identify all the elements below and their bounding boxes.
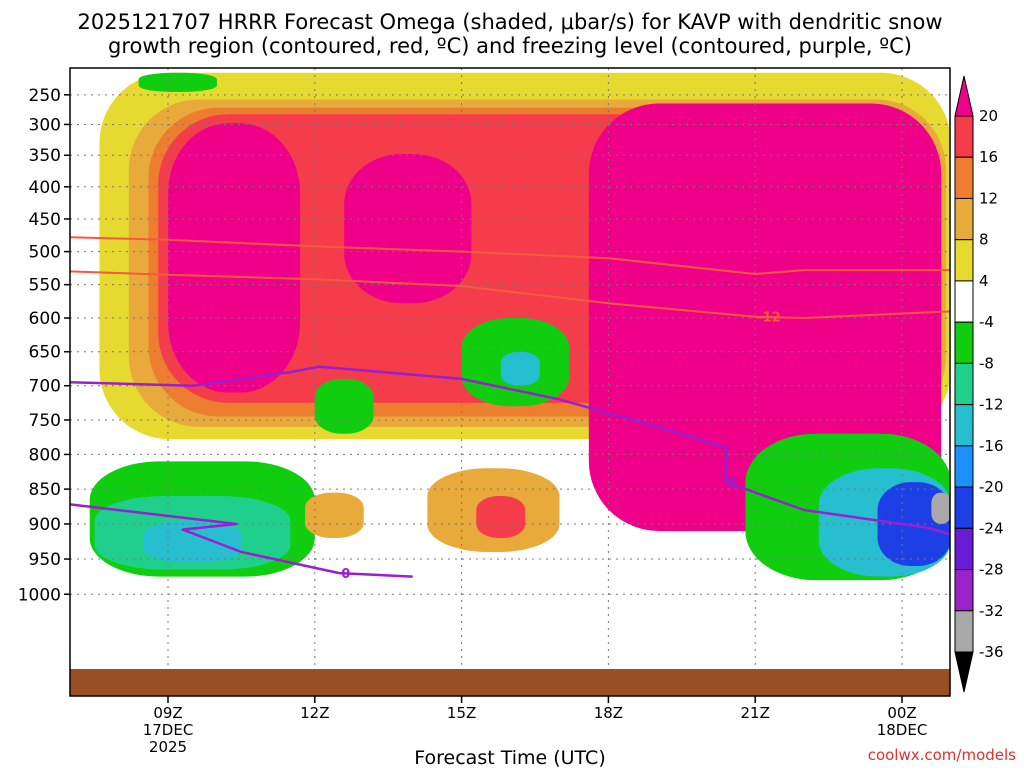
colorbar-label-8: 8	[979, 231, 989, 249]
y-tick-label-300: 300	[29, 115, 61, 135]
omega-shading-layer	[89, 72, 950, 581]
omega-region-down-14	[138, 72, 217, 92]
colorbar-label--12: -12	[979, 396, 1004, 414]
x-tick-label-09Z: 09Z	[153, 704, 182, 722]
colorbar-segment-4	[954, 280, 974, 323]
y-tick-label-500: 500	[29, 243, 61, 263]
colorbar-bottom-arrow	[954, 651, 974, 693]
y-tick-label-450: 450	[29, 210, 61, 230]
dgz-contour-0	[70, 236, 950, 275]
y-tick-label-900: 900	[29, 515, 61, 535]
x-tick-label-12Z: 12Z	[300, 704, 329, 722]
freezing-level-contour-1-label: 0	[341, 567, 350, 582]
colorbar-top-arrow	[954, 75, 974, 117]
colorbar-segment-3	[954, 239, 974, 282]
colorbar-segment-8	[954, 445, 974, 488]
y-tick-label-650: 650	[29, 343, 61, 363]
colorbar-segment-5	[954, 321, 974, 364]
omega-region-up-16	[476, 496, 526, 538]
y-tick-label-800: 800	[29, 445, 61, 465]
colorbar-label-12: 12	[979, 189, 998, 207]
omega-region-down-10	[143, 520, 242, 563]
x-tick-label-21Z: 21Z	[741, 704, 770, 722]
x-tick-label-15Z: 15Z	[447, 704, 476, 722]
freezing-level-contour-1	[70, 503, 413, 578]
y-tick-label-400: 400	[29, 178, 61, 198]
x-tick-label-00Z: 00Z	[887, 704, 916, 722]
colorbar-label--8: -8	[979, 354, 994, 372]
colorbar-label--28: -28	[979, 561, 1004, 579]
omega-region-up-4	[168, 123, 301, 393]
y-tick-label-550: 550	[29, 276, 61, 296]
y-tick-label-350: 350	[29, 146, 61, 166]
x-tick-date-09Z: 17DEC	[143, 721, 194, 739]
colorbar-segment-6	[954, 362, 974, 406]
y-tick-label-950: 950	[29, 550, 61, 570]
x-tick-date-00Z: 18DEC	[877, 721, 928, 739]
ground-surface	[70, 669, 950, 696]
credit-text: coolwx.com/models	[868, 746, 1016, 764]
colorbar-label--32: -32	[979, 602, 1004, 620]
omega-region-up-6	[344, 153, 472, 304]
colorbar-segment-7	[954, 404, 974, 447]
chart-title-line2: growth region (contoured, red, ºC) and f…	[108, 34, 912, 58]
omega-region-down-12	[500, 351, 540, 386]
dgz-contour-1-label: -12	[757, 311, 781, 326]
colorbar-segment-0	[954, 115, 974, 158]
colorbar-segment-12	[954, 610, 974, 653]
contour-line-layer: -12 0 0	[70, 236, 950, 582]
freezing-level-contour-0	[70, 365, 950, 536]
y-tick-label-750: 750	[29, 411, 61, 431]
colorbar: 20 16 12 8 4 -4 -8 -12 -16 -20 -24 -28 -32 -36	[954, 75, 1004, 693]
y-tick-label-600: 600	[29, 309, 61, 329]
colorbar-segment-2	[954, 197, 974, 241]
colorbar-label--4: -4	[979, 313, 994, 331]
omega-region-up-17	[305, 492, 364, 538]
plot-frame	[69, 67, 951, 697]
x-axis-label: Forecast Time (UTC)	[414, 747, 605, 768]
colorbar-label-4: 4	[979, 272, 989, 290]
colorbar-label--16: -16	[979, 437, 1004, 455]
y-tick-label-1000: 1000	[18, 585, 61, 605]
colorbar-segment-11	[954, 569, 974, 612]
colorbar-segment-9	[954, 486, 974, 529]
colorbar-label--24: -24	[979, 519, 1004, 537]
y-axis: 250 300 350 400 450 500 550 600 650 700 750 800 850 9…	[18, 86, 70, 605]
dgz-contour-1	[70, 270, 950, 319]
y-tick-label-250: 250	[29, 86, 61, 106]
colorbar-label--20: -20	[979, 478, 1004, 496]
plot-area: -12 0 0	[70, 68, 950, 696]
colorbar-segment-10	[954, 527, 974, 571]
y-tick-label-700: 700	[29, 377, 61, 397]
colorbar-label-20: 20	[979, 107, 998, 125]
freezing-level-contour-0-label: 0	[728, 476, 737, 491]
x-tick-label-18Z: 18Z	[594, 704, 623, 722]
colorbar-label--36: -36	[979, 643, 1004, 661]
x-tick-year-09Z: 2025	[149, 738, 187, 756]
omega-region-down-13	[314, 378, 374, 434]
y-tick-label-850: 850	[29, 480, 61, 500]
chart-title-line1: 2025121707 HRRR Forecast Omega (shaded, …	[78, 10, 943, 34]
omega-region-down-21	[931, 492, 950, 524]
colorbar-label-16: 16	[979, 148, 998, 166]
colorbar-segment-1	[954, 156, 974, 199]
